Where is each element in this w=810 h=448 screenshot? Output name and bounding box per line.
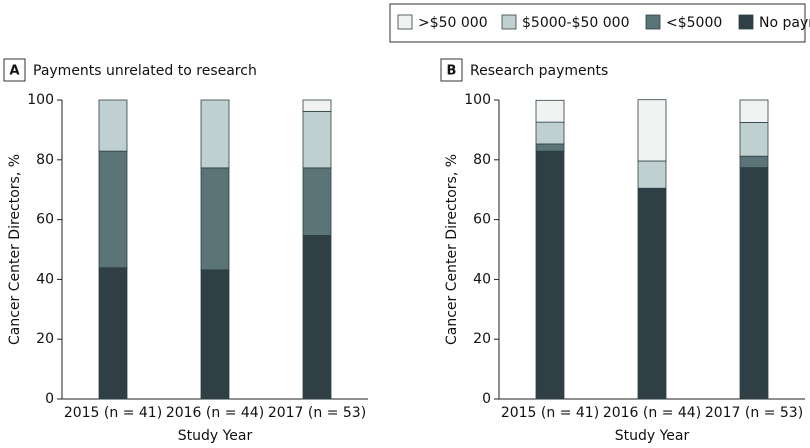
x-tick-label: 2015 (n = 41) (501, 405, 599, 421)
y-tick-label: 60 (473, 212, 491, 228)
bar-segment (739, 99, 769, 123)
bar-segment (535, 99, 565, 123)
bar-segment (535, 150, 565, 400)
y-tick-label: 20 (473, 331, 491, 347)
x-tick-label: 2017 (n = 53) (268, 405, 366, 421)
bar-segment (302, 110, 332, 169)
legend-label: <$5000 (666, 15, 722, 31)
x-axis-title: Study Year (178, 428, 253, 444)
bar-segment (302, 235, 332, 400)
bar-segment (200, 99, 230, 169)
legend-label: No payments (759, 15, 810, 31)
y-tick-label: 80 (36, 152, 54, 168)
legend-swatch (738, 14, 754, 30)
bar-segment (200, 167, 230, 271)
y-tick-label: 40 (473, 271, 491, 287)
bar-segment (637, 99, 667, 162)
bar-segment (637, 187, 667, 400)
bar-segment (637, 160, 667, 189)
legend-swatch (645, 14, 661, 30)
bar-segment (739, 155, 769, 168)
bar-segment (98, 267, 128, 400)
y-tick-label: 80 (473, 152, 491, 168)
bar-segment (535, 121, 565, 145)
x-axis-title: Study Year (615, 428, 690, 444)
bar-segment (535, 143, 565, 152)
y-tick-label: 100 (27, 92, 54, 108)
panel-title: Payments unrelated to research (33, 63, 257, 79)
bar-segment (98, 99, 128, 152)
y-tick-label: 100 (464, 92, 491, 108)
legend-swatch (501, 14, 517, 30)
legend-label: >$50 000 (418, 15, 488, 31)
legend-label: $5000-$50 000 (522, 15, 629, 31)
bar-segment (739, 167, 769, 400)
bar-segment (200, 269, 230, 400)
x-tick-label: 2017 (n = 53) (705, 405, 803, 421)
panel-letter: B (447, 64, 457, 79)
panel-badge (3, 58, 26, 82)
bar-segment (302, 167, 332, 236)
y-tick-label: 0 (45, 391, 54, 407)
legend-box (389, 3, 806, 43)
x-tick-label: 2015 (n = 41) (64, 405, 162, 421)
bar-segment (739, 122, 769, 157)
x-tick-label: 2016 (n = 44) (603, 405, 701, 421)
legend-swatch (397, 14, 413, 30)
y-tick-label: 0 (482, 391, 491, 407)
y-tick-label: 20 (36, 331, 54, 347)
y-tick-label: 40 (36, 271, 54, 287)
y-axis-title: Cancer Center Directors, % (444, 154, 460, 345)
x-tick-label: 2016 (n = 44) (166, 405, 264, 421)
y-tick-label: 60 (36, 212, 54, 228)
bar-segment (302, 99, 332, 112)
panel-title: Research payments (470, 63, 608, 79)
y-axis-title: Cancer Center Directors, % (7, 154, 23, 345)
bar-segment (98, 150, 128, 269)
panel-letter: A (9, 64, 19, 79)
panel-badge (440, 58, 463, 82)
